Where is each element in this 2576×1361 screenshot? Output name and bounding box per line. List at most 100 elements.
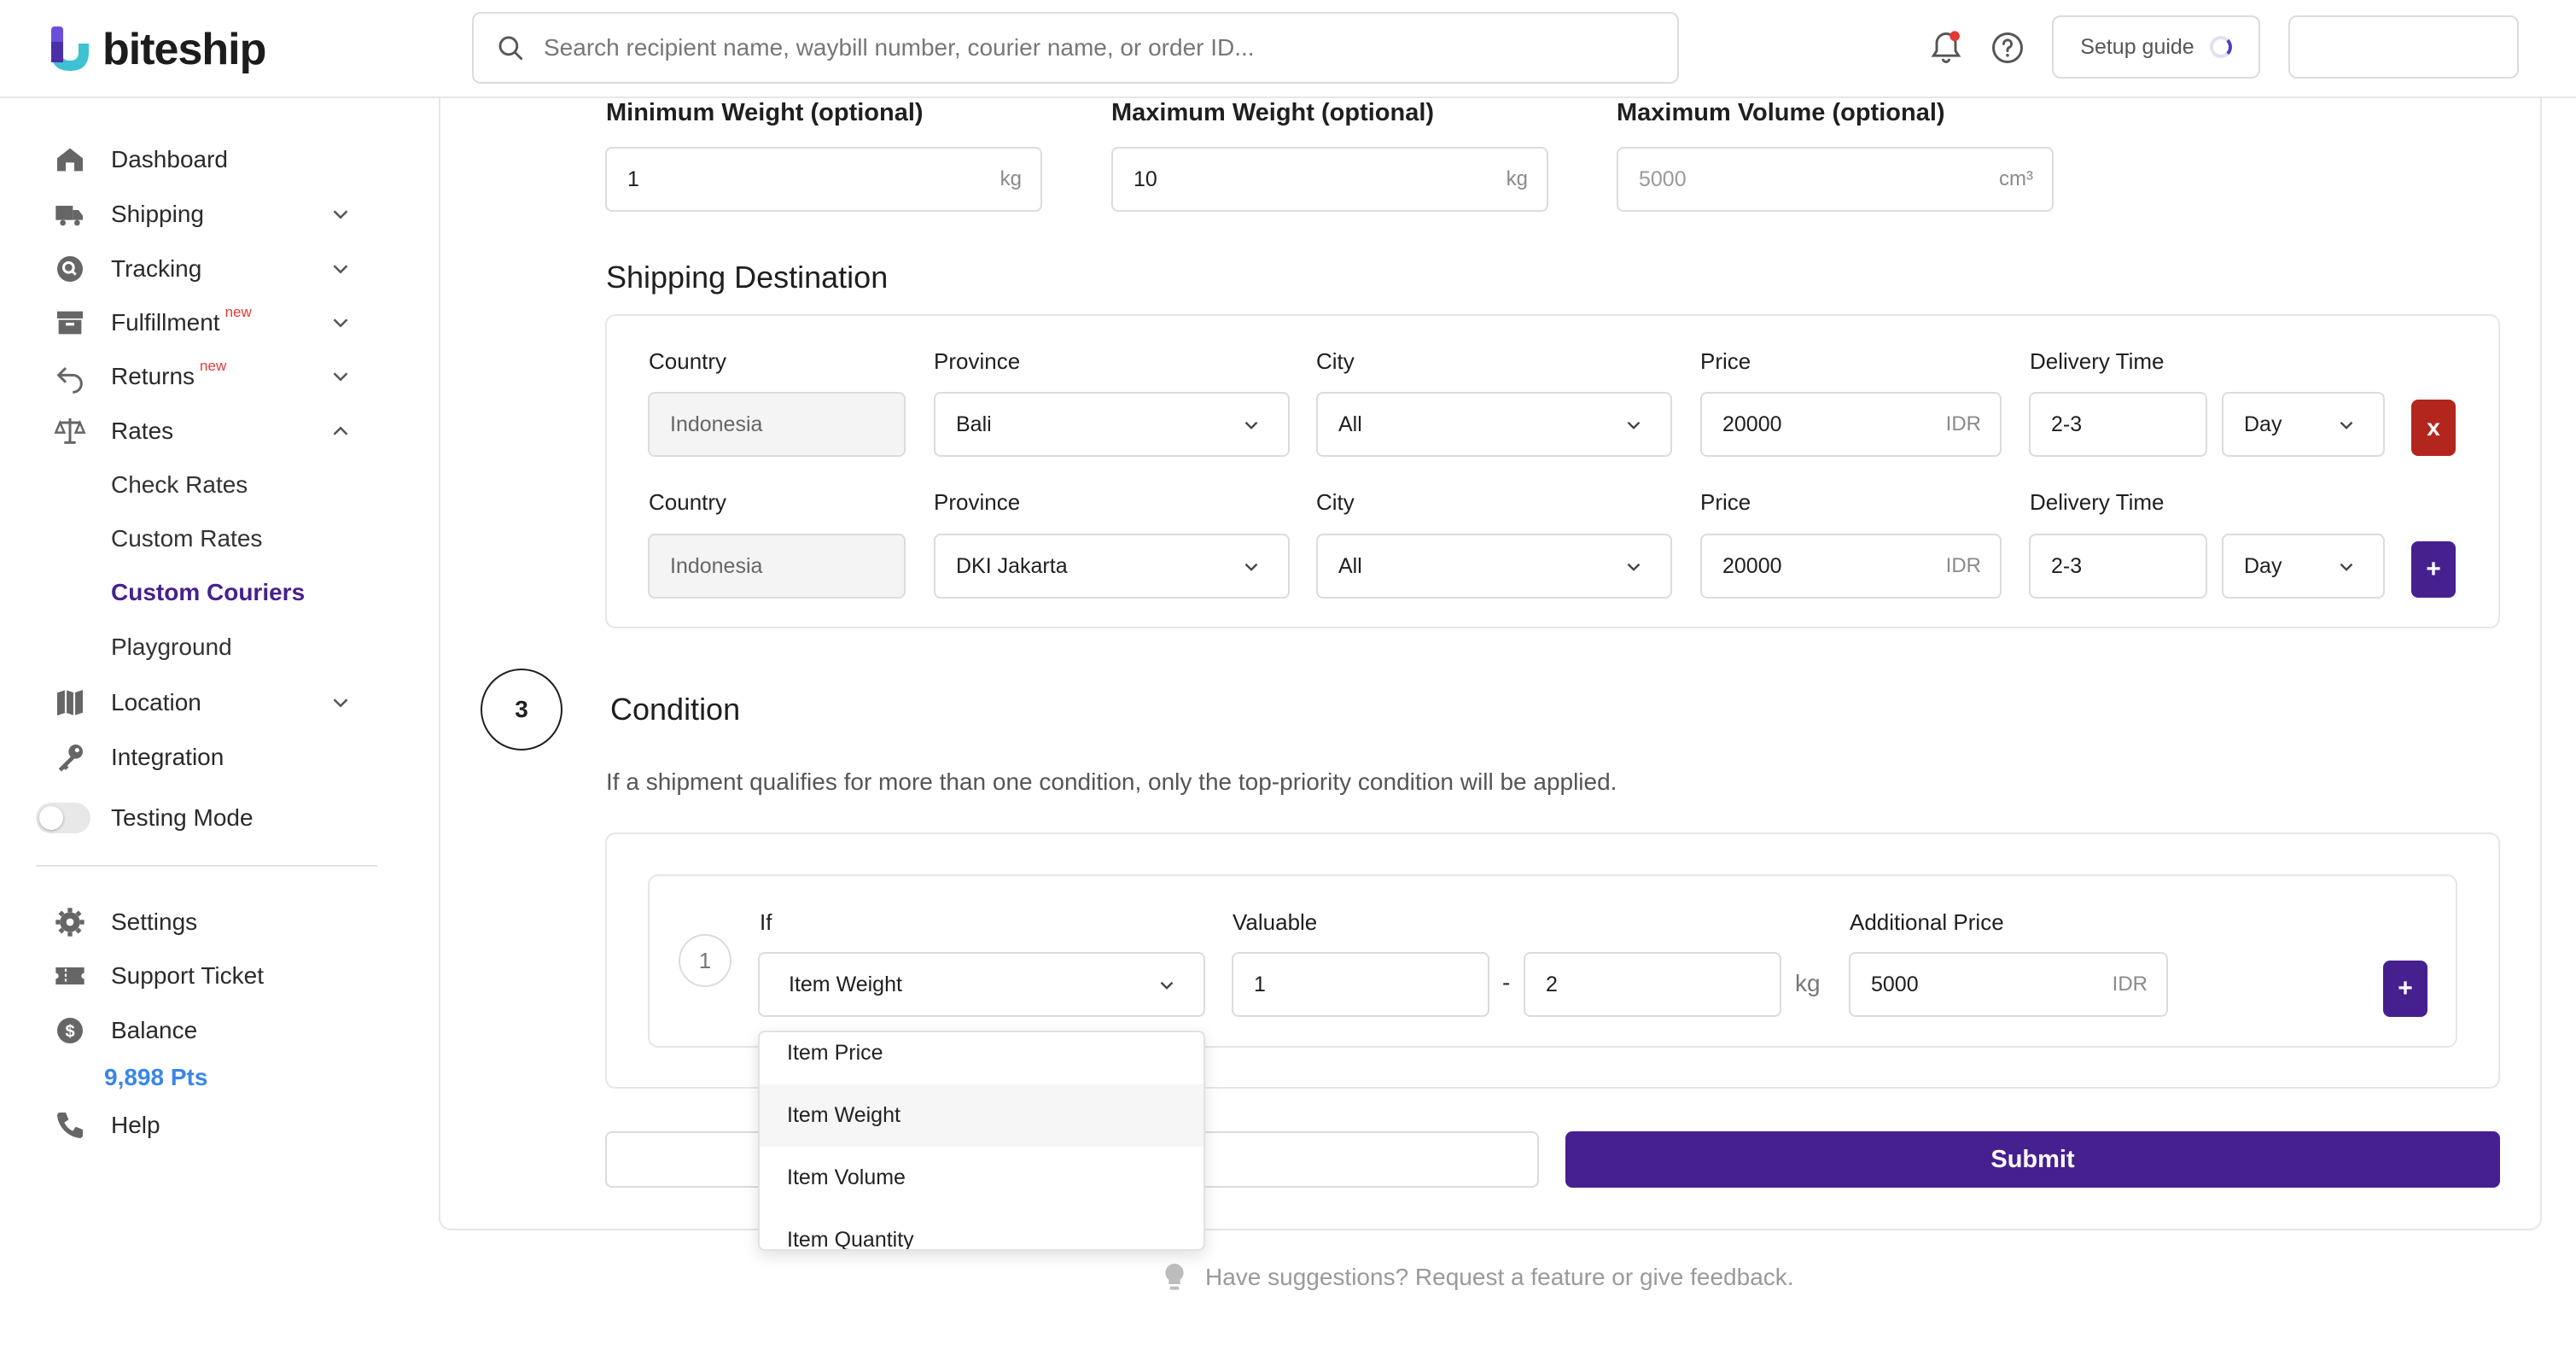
add-condition-button[interactable]: + xyxy=(2383,961,2427,1017)
condition-max-input[interactable]: 2 xyxy=(1524,952,1781,1017)
sidebar-divider xyxy=(36,865,377,867)
feedback-link[interactable]: Have suggestions? Request a feature or g… xyxy=(1161,1261,1794,1294)
if-label: If xyxy=(760,909,772,935)
delivery-unit-select[interactable]: Day xyxy=(2222,534,2385,599)
ticket-icon xyxy=(55,967,85,984)
max-weight-input[interactable]: 10 kg xyxy=(1111,147,1548,212)
sidebar-item-check-rates[interactable]: Check Rates xyxy=(111,471,248,498)
testing-mode-toggle[interactable] xyxy=(36,803,90,833)
city-select[interactable]: All xyxy=(1316,392,1672,457)
city-label: City xyxy=(1316,489,1355,515)
province-select[interactable]: DKI Jakarta xyxy=(934,534,1290,599)
coin-icon: $ xyxy=(57,1018,83,1043)
condition-min-input[interactable]: 1 xyxy=(1232,952,1489,1017)
archive-box-icon xyxy=(57,311,83,335)
sidebar-item-custom-couriers[interactable]: Custom Couriers xyxy=(111,579,306,605)
country-label: Country xyxy=(649,348,727,374)
sidebar-item-tracking[interactable]: Tracking xyxy=(53,248,360,290)
sidebar-item-location[interactable]: Location xyxy=(53,681,360,724)
sidebar xyxy=(0,98,435,1361)
min-weight-input[interactable]: 1 kg xyxy=(605,147,1042,212)
delivery-time-input[interactable]: 2-3 xyxy=(2029,392,2207,457)
province-label: Province xyxy=(934,489,1021,515)
delivery-unit-select[interactable]: Day xyxy=(2222,392,2385,457)
chevron-down-icon xyxy=(1244,563,1258,571)
search-bar[interactable] xyxy=(472,12,1679,84)
sidebar-item-support-ticket[interactable]: Support Ticket xyxy=(53,955,360,997)
price-label: Price xyxy=(1700,489,1751,515)
city-select[interactable]: All xyxy=(1316,534,1672,599)
chevron-down-icon xyxy=(333,265,348,274)
condition-type-select[interactable]: Item Weight xyxy=(758,952,1205,1017)
toggle-knob xyxy=(39,806,63,830)
country-field: Indonesia xyxy=(648,392,906,457)
lightbulb-icon xyxy=(1165,1264,1184,1290)
max-volume-input[interactable]: 5000 cm³ xyxy=(1617,147,2054,212)
sidebar-item-balance[interactable]: $ Balance xyxy=(53,1009,360,1052)
condition-description: If a shipment qualifies for more than on… xyxy=(606,768,1617,795)
sidebar-item-settings[interactable]: Settings xyxy=(53,901,360,943)
sidebar-item-fulfillment[interactable]: Fulfillment new xyxy=(53,301,360,344)
sidebar-item-help[interactable]: Help xyxy=(53,1104,360,1147)
search-icon xyxy=(498,36,523,61)
return-arrow-icon xyxy=(56,366,83,394)
valuable-label: Valuable xyxy=(1233,909,1318,935)
delivery-time-input[interactable]: 2-3 xyxy=(2029,534,2207,599)
shipping-destination-title: Shipping Destination xyxy=(606,260,889,295)
phone-icon xyxy=(57,1113,83,1138)
sidebar-item-playground[interactable]: Playground xyxy=(111,634,232,660)
sidebar-item-shipping[interactable]: Shipping xyxy=(53,193,360,236)
sidebar-item-rates[interactable]: Rates xyxy=(53,410,360,453)
delivery-time-label: Delivery Time xyxy=(2030,489,2165,515)
sidebar-item-custom-rates[interactable]: Custom Rates xyxy=(111,525,263,552)
tracking-icon xyxy=(57,256,83,282)
notification-bell-icon[interactable] xyxy=(1927,29,1965,67)
price-label: Price xyxy=(1700,348,1751,374)
additional-price-label: Additional Price xyxy=(1850,909,2004,935)
condition-title: Condition xyxy=(610,692,741,727)
scale-icon xyxy=(54,418,86,444)
new-badge: new xyxy=(224,304,252,320)
additional-price-input[interactable]: 5000 IDR xyxy=(1849,952,2168,1017)
balance-points: 9,898 Pts xyxy=(104,1064,208,1090)
chevron-down-icon xyxy=(333,698,348,708)
sidebar-item-integration[interactable]: Integration xyxy=(53,736,360,779)
chevron-down-icon xyxy=(333,210,348,219)
condition-row xyxy=(648,874,2457,1048)
province-select[interactable]: Bali xyxy=(934,392,1290,457)
setup-guide-button[interactable]: Setup guide xyxy=(2052,15,2260,79)
country-field: Indonesia xyxy=(648,534,906,599)
top-bar: biteship Setup guide xyxy=(0,0,2576,98)
price-input[interactable]: 20000 IDR xyxy=(1700,534,2002,599)
key-icon xyxy=(58,745,83,772)
condition-box xyxy=(605,832,2500,1089)
help-circle-icon[interactable] xyxy=(1989,29,2026,67)
dropdown-option-item-quantity[interactable]: Item Quantity xyxy=(787,1228,914,1251)
chevron-up-icon xyxy=(333,426,348,435)
sidebar-item-dashboard[interactable]: Dashboard xyxy=(53,138,360,181)
brand-name: biteship xyxy=(102,25,266,74)
province-label: Province xyxy=(934,348,1021,374)
price-input[interactable]: 20000 IDR xyxy=(1700,392,2002,457)
shipping-destination-box xyxy=(605,314,2500,628)
setup-guide-label: Setup guide xyxy=(2080,34,2194,59)
chevron-down-icon xyxy=(333,318,348,328)
sidebar-item-returns[interactable]: Returns new xyxy=(53,355,360,398)
progress-spinner-icon xyxy=(2209,36,2232,58)
dropdown-option-item-price[interactable]: Item Price xyxy=(787,1041,883,1065)
chevron-down-icon xyxy=(2340,563,2353,571)
biteship-logo-icon xyxy=(51,26,89,71)
map-icon xyxy=(57,690,83,716)
account-button[interactable] xyxy=(2288,15,2519,79)
submit-button[interactable]: Submit xyxy=(1565,1131,2500,1188)
remove-destination-button[interactable]: x xyxy=(2411,400,2456,456)
range-separator: - xyxy=(1502,969,1511,996)
home-icon xyxy=(57,148,83,172)
dropdown-option-item-weight[interactable]: Item Weight xyxy=(760,1084,1203,1147)
add-destination-button[interactable]: + xyxy=(2411,541,2456,598)
biteship-logo[interactable]: biteship xyxy=(50,24,266,75)
search-input[interactable] xyxy=(544,34,1568,61)
truck-icon xyxy=(55,206,83,226)
testing-mode-label: Testing Mode xyxy=(111,804,254,831)
dropdown-option-item-volume[interactable]: Item Volume xyxy=(787,1165,906,1189)
